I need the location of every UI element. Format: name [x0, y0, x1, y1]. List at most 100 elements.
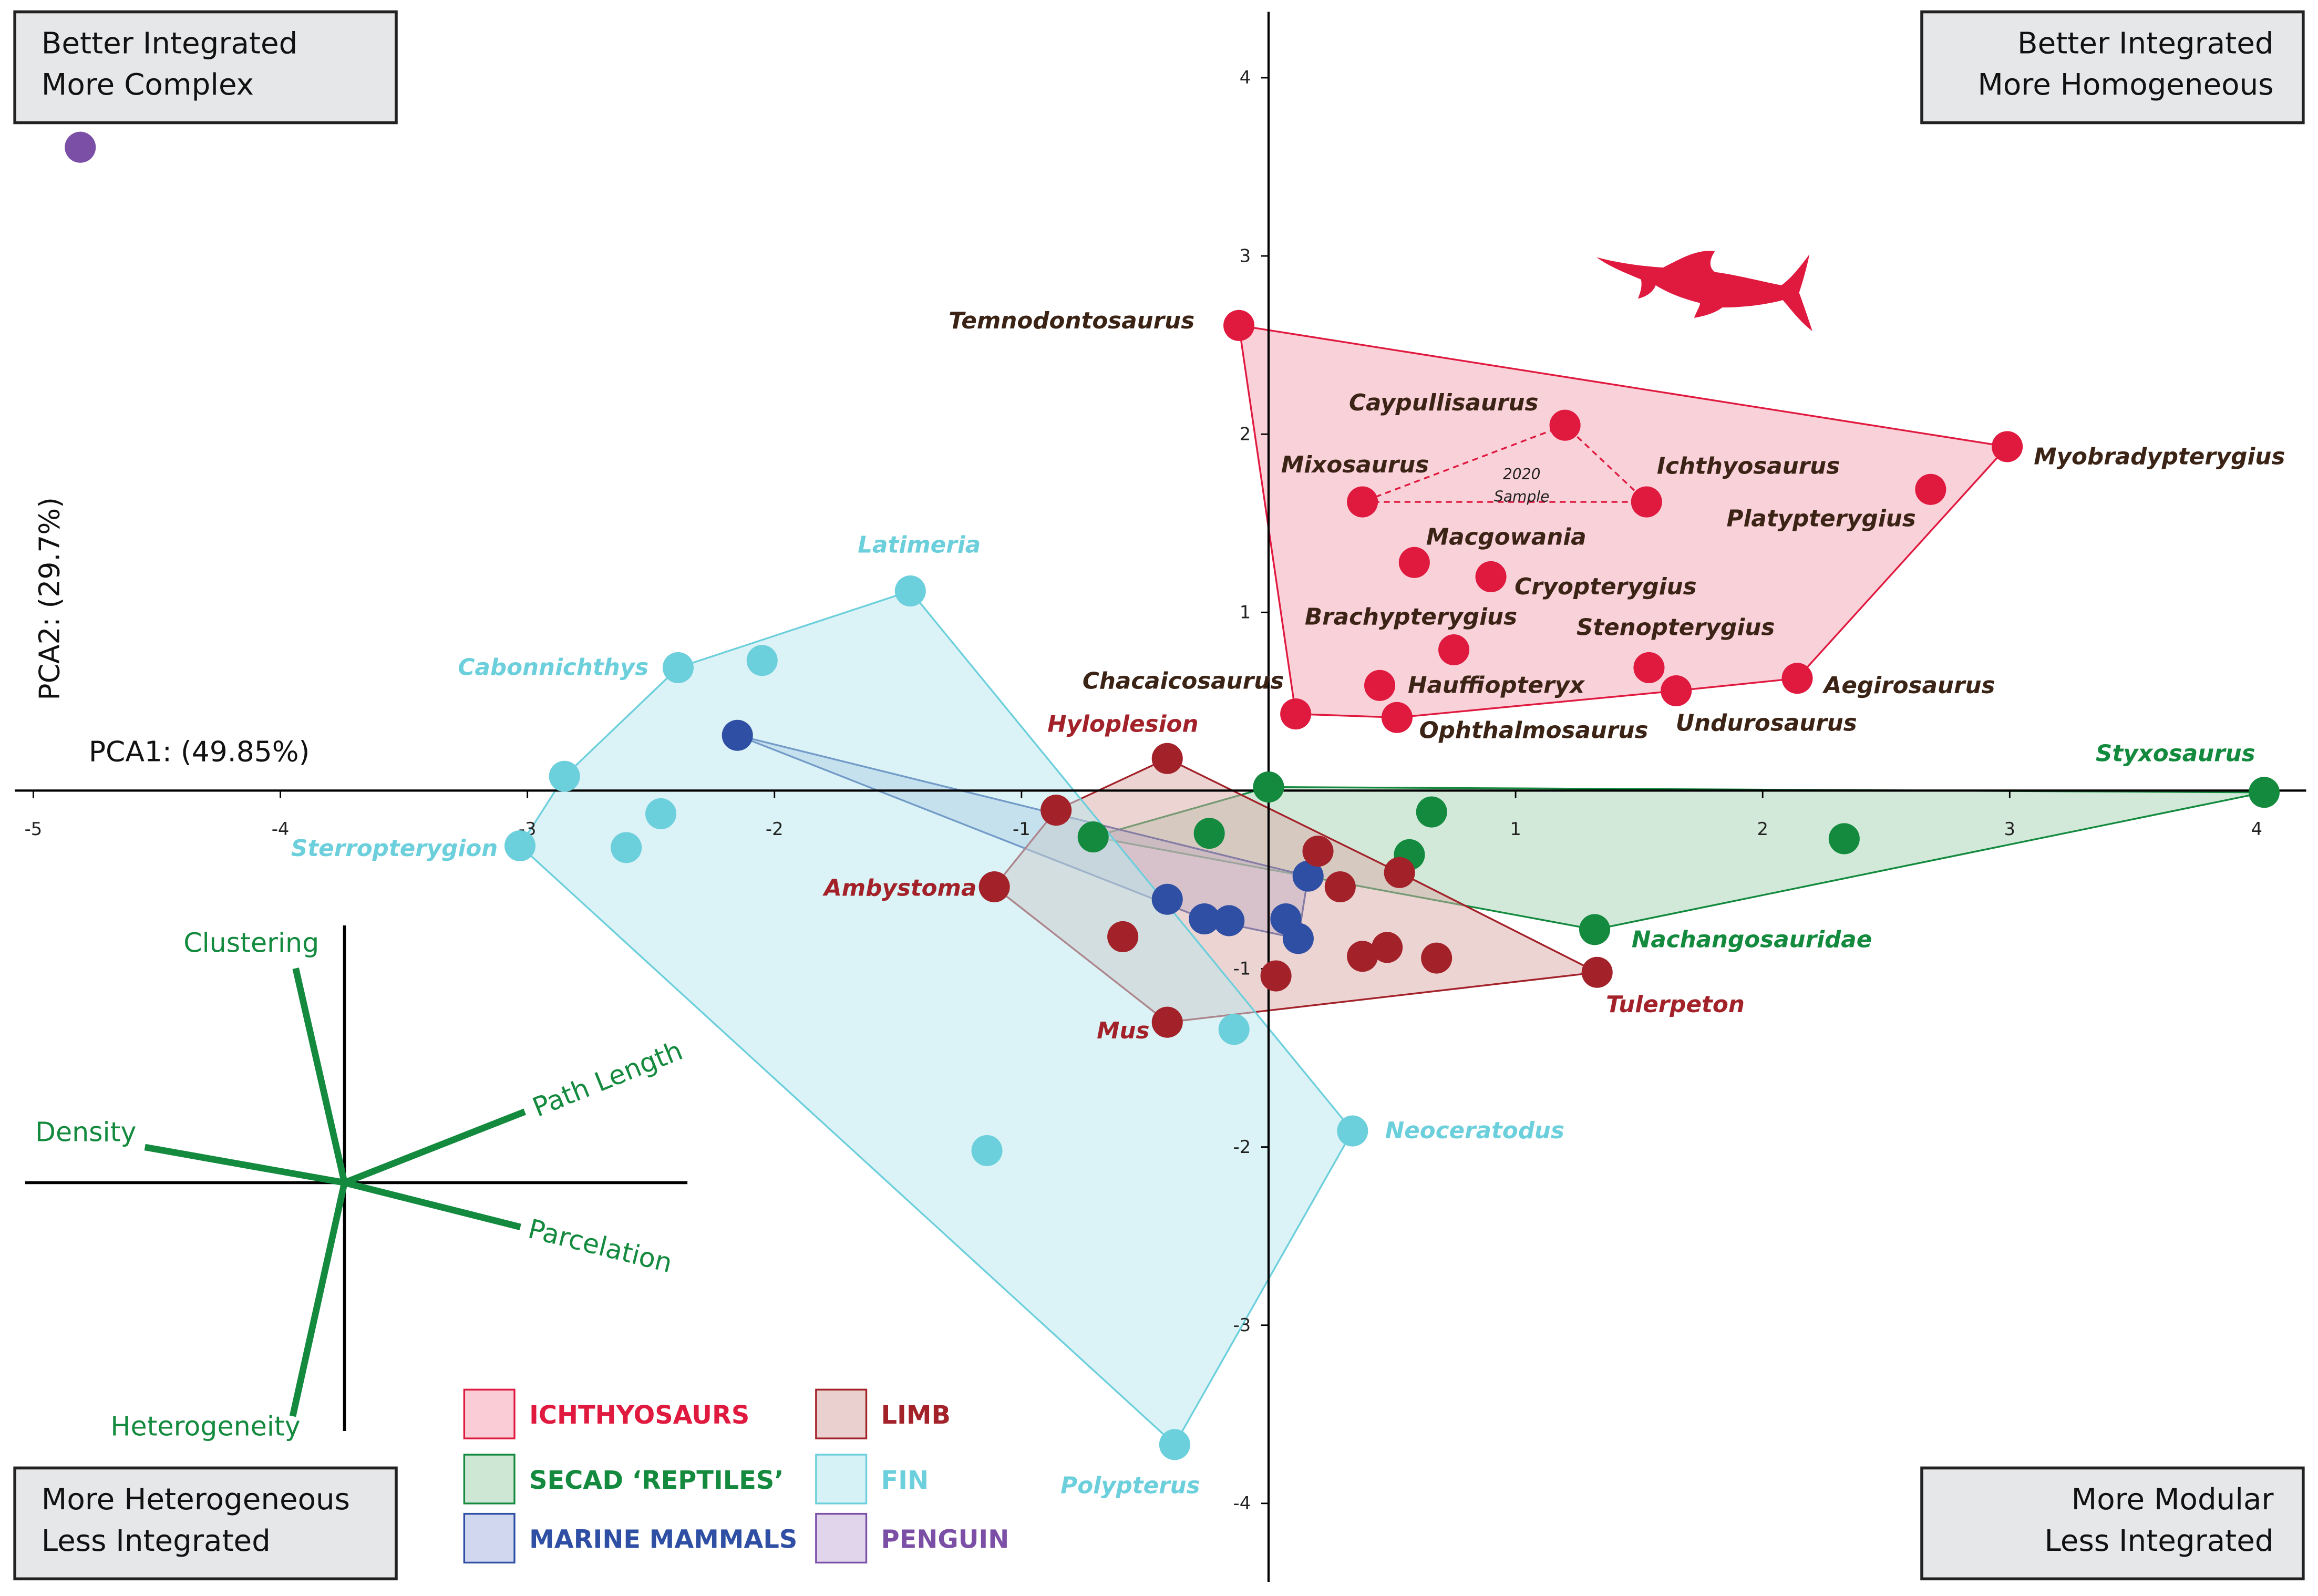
data-point: [1223, 310, 1255, 341]
data-point: [978, 871, 1010, 903]
point-label: Temnodontosaurus: [949, 308, 1194, 334]
x-tick-label: 1: [1510, 819, 1521, 839]
data-point: [1253, 771, 1284, 803]
data-point: [746, 645, 778, 676]
data-point: [1189, 903, 1220, 935]
legend-label: SECAD ‘REPTILES’: [529, 1466, 784, 1495]
data-point: [1077, 821, 1109, 853]
point-label: Neoceratodus: [1385, 1118, 1564, 1144]
data-point: [1633, 652, 1665, 683]
quadrant-label: More Homogeneous: [1977, 68, 2273, 102]
data-point: [1040, 795, 1072, 826]
point-label: Mixosaurus: [1281, 452, 1429, 478]
data-point: [1347, 486, 1378, 518]
quadrant-box: [1920, 1466, 2305, 1581]
data-point: [1151, 883, 1183, 915]
quadrant-label: More Heterogeneous: [42, 1482, 350, 1517]
data-point: [1381, 702, 1413, 733]
legend-swatch: [815, 1454, 868, 1505]
quadrant-box: [13, 1466, 398, 1581]
loading-vector: [144, 1144, 345, 1186]
legend-swatch: [463, 1512, 516, 1564]
point-label: Ophthalmosaurus: [1419, 718, 1649, 744]
point-label: Cabonnichthys: [458, 654, 648, 681]
point-label: Platypterygius: [1727, 506, 1916, 532]
quadrant-label: Less Integrated: [42, 1524, 271, 1558]
legend-swatch: [463, 1388, 516, 1439]
point-label: Mus: [1097, 1018, 1149, 1044]
legend-label: LIMB: [881, 1401, 951, 1430]
data-point: [1292, 860, 1324, 892]
x-axis-label: PCA1: (49.85%): [89, 735, 310, 768]
sample-triangle: [1362, 424, 1649, 503]
point-label: Polypterus: [1060, 1473, 1200, 1499]
data-point: [1579, 914, 1611, 945]
loading-label: Clustering: [183, 928, 319, 959]
point-label: Brachypterygius: [1305, 604, 1517, 631]
point-label: Caypullisaurus: [1349, 390, 1538, 416]
data-point: [1151, 743, 1183, 774]
quadrant-box: [1920, 10, 2305, 125]
data-point: [1828, 823, 1860, 854]
point-label: Ambystoma: [822, 875, 976, 901]
data-point: [504, 830, 536, 862]
point-label: Hyloplesion: [1047, 712, 1198, 738]
data-point: [1280, 698, 1312, 730]
legend-swatch: [463, 1454, 516, 1505]
quadrant-label: More Complex: [42, 68, 254, 102]
y-tick-label: 2: [1240, 424, 1251, 444]
data-point: [1213, 905, 1245, 936]
x-tick-label: 4: [2251, 819, 2262, 839]
data-point: [1384, 857, 1415, 888]
x-tick-label: 2: [1757, 819, 1768, 839]
data-point: [1421, 942, 1452, 974]
data-point: [1364, 670, 1396, 701]
sample-annotation: 2020: [1503, 466, 1541, 483]
data-point: [1416, 796, 1447, 828]
data-point: [722, 719, 753, 751]
data-point: [1992, 431, 2023, 462]
x-tick-label: 3: [2004, 819, 2015, 839]
data-point: [1193, 818, 1225, 849]
y-axis-label: PCA2: (29.7%): [33, 497, 66, 701]
loading-label: Heterogeneity: [110, 1410, 300, 1441]
data-point: [1781, 663, 1813, 694]
y-tick-label: 3: [1240, 245, 1251, 266]
y-tick-label: 1: [1240, 602, 1251, 623]
quadrant-label: More Modular: [2072, 1482, 2274, 1517]
x-tick-label: -5: [25, 819, 43, 839]
point-label: Tulerpeton: [1606, 992, 1745, 1018]
point-label: Macgowania: [1426, 524, 1586, 551]
legend-label: FIN: [881, 1466, 929, 1495]
data-point: [1260, 960, 1292, 992]
x-tick-label: -2: [766, 819, 784, 839]
data-point: [1302, 836, 1334, 867]
y-tick-label: -1: [1233, 959, 1251, 979]
data-point: [1549, 409, 1581, 441]
legend-label: MARINE MAMMALS: [529, 1525, 797, 1554]
point-label: Sterropterygion: [291, 836, 498, 862]
data-point: [1631, 486, 1662, 518]
data-point: [2248, 777, 2280, 808]
data-point: [1915, 473, 1946, 505]
loading-vector: [343, 1108, 527, 1186]
point-label: Myobradypterygius: [2034, 444, 2285, 470]
data-point: [1151, 1006, 1183, 1038]
quadrant-label: Better Integrated: [42, 26, 298, 60]
legend-label: ICHTHYOSAURS: [529, 1401, 749, 1430]
loading-vector: [292, 967, 348, 1183]
point-label: Chacaicosaurus: [1083, 668, 1284, 695]
y-tick-label: 4: [1240, 67, 1251, 88]
data-point: [894, 575, 926, 607]
point-label: Latimeria: [858, 532, 981, 558]
legend-label: PENGUIN: [881, 1525, 1009, 1554]
quadrant-label: Less Integrated: [2045, 1524, 2274, 1558]
point-label: Aegirosaurus: [1822, 673, 1995, 699]
quadrant-box: [13, 10, 398, 125]
data-point: [1337, 1115, 1368, 1147]
data-point: [1218, 1014, 1250, 1045]
data-point: [1475, 561, 1507, 592]
data-point: [1661, 675, 1692, 707]
